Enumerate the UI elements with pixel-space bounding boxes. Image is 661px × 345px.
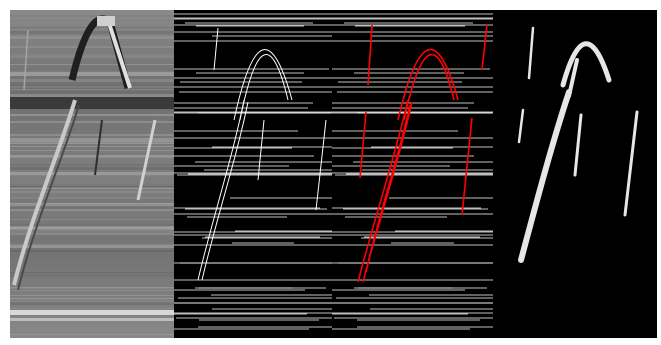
texture-band <box>10 155 174 157</box>
texture-band <box>10 89 174 90</box>
texture-band <box>10 64 174 65</box>
texture-band <box>10 207 174 209</box>
texture-band <box>10 56 174 58</box>
texture-band <box>10 224 174 226</box>
texture-band <box>10 90 174 91</box>
texture-band <box>10 146 174 147</box>
texture-band <box>10 300 174 303</box>
texture-band <box>10 164 174 166</box>
texture-band <box>10 172 174 175</box>
texture-band <box>10 54 174 56</box>
texture-band <box>10 250 174 252</box>
texture-band <box>10 243 174 246</box>
edge-map-panel <box>174 10 332 338</box>
edge-map-image <box>174 10 332 338</box>
grayscale-input-image <box>10 10 174 338</box>
segmentation-mask-panel <box>493 10 657 338</box>
texture-band <box>10 290 174 291</box>
texture-band <box>10 233 174 235</box>
texture-band <box>10 230 174 233</box>
texture-band <box>10 304 174 307</box>
texture-band <box>10 138 174 141</box>
grayscale-input-panel <box>10 10 174 338</box>
texture-band <box>10 142 174 143</box>
texture-band <box>10 191 174 193</box>
texture-band <box>10 167 174 170</box>
texture-band <box>10 188 174 189</box>
texture-band <box>10 308 174 309</box>
texture-band <box>10 228 174 230</box>
texture-band <box>10 199 174 202</box>
texture-band <box>10 85 174 86</box>
edge-overlay-panel <box>332 10 493 338</box>
texture-band <box>10 219 174 220</box>
segmentation-mask-image <box>493 10 657 338</box>
edge-overlay-image <box>332 10 493 338</box>
texture-band <box>10 302 174 305</box>
texture-band <box>10 46 174 48</box>
texture-band <box>10 209 174 211</box>
texture-band <box>10 272 174 273</box>
texture-band <box>10 157 174 158</box>
texture-band <box>10 36 174 39</box>
texture-band <box>10 183 174 186</box>
texture-band <box>10 334 174 335</box>
texture-band <box>10 203 174 206</box>
texture-band <box>10 150 174 151</box>
texture-band <box>10 287 174 289</box>
texture-band <box>10 226 174 228</box>
texture-band <box>10 114 174 116</box>
texture-band <box>10 94 174 97</box>
texture-band <box>10 197 174 199</box>
texture-band <box>10 79 174 82</box>
texture-band <box>10 160 174 162</box>
texture-band <box>10 134 174 136</box>
texture-band <box>10 274 174 277</box>
texture-band <box>10 121 174 123</box>
texture-band <box>10 183 174 184</box>
texture-band <box>10 31 174 34</box>
texture-band <box>10 245 174 248</box>
texture-band <box>10 186 174 187</box>
texture-band <box>10 86 174 88</box>
texture-band <box>10 193 174 196</box>
texture-band <box>10 298 174 299</box>
texture-band <box>10 15 174 17</box>
texture-band <box>10 295 174 296</box>
texture-band <box>10 300 174 301</box>
